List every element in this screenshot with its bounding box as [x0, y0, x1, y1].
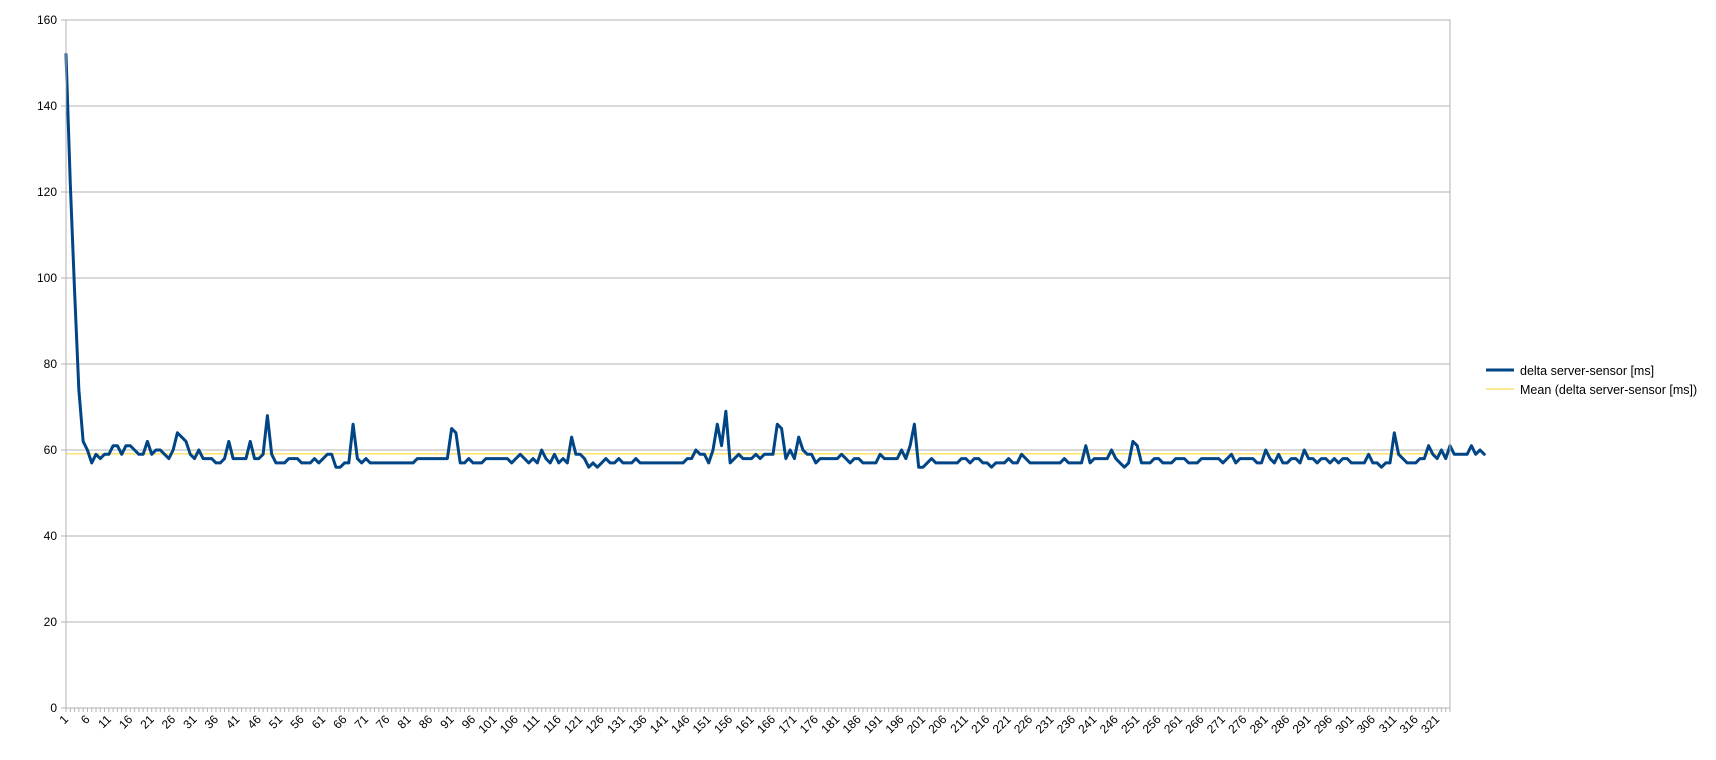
- legend-label-series-1: delta server-sensor [ms]: [1520, 364, 1654, 378]
- x-tick-label: 136: [626, 712, 650, 736]
- y-tick-label: 20: [44, 615, 58, 629]
- legend-label-series-2: Mean (delta server-sensor [ms]): [1520, 383, 1697, 397]
- x-tick-label: 51: [266, 712, 286, 732]
- y-tick-label: 80: [44, 357, 58, 371]
- x-tick-label: 236: [1054, 712, 1078, 736]
- x-tick-label: 106: [497, 712, 521, 736]
- x-tick-label: 71: [352, 712, 372, 732]
- x-tick-label: 241: [1075, 712, 1099, 736]
- x-tick-label: 206: [925, 712, 949, 736]
- x-tick-label: 201: [904, 712, 928, 736]
- x-tick-label: 246: [1097, 712, 1121, 736]
- x-tick-label: 316: [1397, 712, 1421, 736]
- x-tick-label: 11: [95, 712, 114, 731]
- x-axis-ticks: 1 6 11 16 21 26 31 36 41 46 51 56 61 66 71 76 81 86 91 9610…: [56, 708, 1451, 736]
- x-tick-label: 281: [1247, 712, 1271, 736]
- x-tick-label: 216: [968, 712, 992, 736]
- x-tick-label: 186: [840, 712, 864, 736]
- x-tick-label: 91: [437, 712, 457, 732]
- x-tick-label: 36: [202, 712, 222, 732]
- x-tick-label: 161: [733, 712, 757, 736]
- x-tick-label: 191: [861, 712, 885, 736]
- x-tick-label: 1: [56, 712, 71, 727]
- x-tick-label: 141: [647, 712, 671, 736]
- x-tick-label: 181: [818, 712, 842, 736]
- y-tick-label: 100: [37, 271, 57, 285]
- x-tick-label: 126: [583, 712, 607, 736]
- x-tick-label: 226: [1011, 712, 1035, 736]
- y-tick-label: 120: [37, 185, 57, 199]
- x-tick-label: 251: [1118, 712, 1142, 736]
- x-tick-label: 16: [116, 712, 136, 732]
- x-tick-label: 266: [1183, 712, 1207, 736]
- series-layer: [64, 52, 1486, 469]
- x-tick-label: 301: [1333, 712, 1357, 736]
- legend: delta server-sensor [ms] Mean (delta ser…: [1486, 364, 1697, 397]
- y-tick-label: 0: [50, 701, 57, 715]
- y-tick-label: 40: [44, 529, 58, 543]
- x-tick-label: 131: [604, 712, 628, 736]
- x-tick-label: 286: [1268, 712, 1292, 736]
- x-tick-label: 166: [754, 712, 778, 736]
- series-line-delta: [64, 52, 1486, 469]
- x-tick-label: 151: [690, 712, 714, 736]
- x-tick-label: 156: [711, 712, 735, 736]
- x-tick-label: 296: [1311, 712, 1335, 736]
- x-tick-label: 61: [309, 712, 329, 732]
- x-tick-label: 261: [1161, 712, 1185, 736]
- x-tick-label: 271: [1204, 712, 1228, 736]
- x-tick-label: 321: [1418, 712, 1442, 736]
- x-tick-label: 146: [668, 712, 692, 736]
- x-tick-label: 291: [1290, 712, 1314, 736]
- x-tick-label: 66: [330, 712, 350, 732]
- x-tick-label: 231: [1033, 712, 1057, 736]
- x-tick-label: 21: [137, 712, 157, 732]
- x-tick-label: 121: [561, 712, 585, 736]
- x-tick-label: 96: [459, 712, 479, 732]
- y-axis-ticks: 0 20 40 60 80 100 120 140 160: [37, 13, 66, 715]
- x-tick-label: 116: [540, 712, 564, 736]
- x-tick-label: 76: [373, 712, 393, 732]
- x-tick-label: 26: [159, 712, 179, 732]
- x-tick-label: 276: [1225, 712, 1249, 736]
- x-tick-label: 31: [180, 712, 200, 732]
- x-tick-label: 41: [223, 712, 243, 732]
- x-tick-label: 111: [520, 712, 543, 735]
- x-tick-label: 221: [990, 712, 1014, 736]
- x-tick-label: 196: [883, 712, 907, 736]
- x-tick-label: 56: [287, 712, 307, 732]
- x-tick-label: 86: [416, 712, 436, 732]
- y-tick-label: 160: [37, 13, 57, 27]
- x-tick-label: 46: [245, 712, 265, 732]
- x-tick-label: 171: [775, 712, 799, 736]
- y-tick-label: 140: [37, 99, 57, 113]
- x-tick-label: 256: [1140, 712, 1164, 736]
- x-tick-label: 311: [1376, 712, 1400, 736]
- plot-border: [65, 19, 1451, 709]
- x-tick-label: 6: [78, 712, 93, 727]
- x-tick-label: 176: [797, 712, 821, 736]
- x-tick-label: 211: [948, 712, 972, 736]
- x-tick-label: 81: [395, 712, 415, 732]
- x-tick-label: 101: [476, 712, 500, 736]
- x-tick-label: 306: [1354, 712, 1378, 736]
- y-tick-label: 60: [44, 443, 58, 457]
